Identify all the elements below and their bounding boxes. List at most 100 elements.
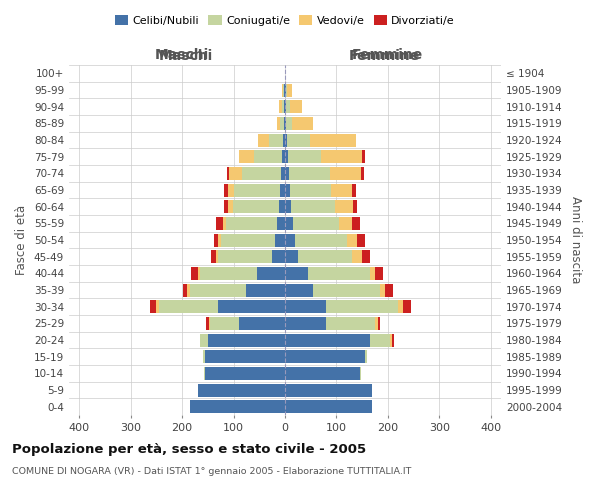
Bar — [284, 117, 285, 130]
Y-axis label: Fasce di età: Fasce di età — [16, 205, 28, 275]
Bar — [280, 117, 284, 130]
Bar — [277, 117, 280, 130]
Bar — [331, 184, 352, 196]
Bar — [285, 234, 295, 246]
Bar — [282, 84, 283, 96]
Bar — [290, 100, 302, 113]
Bar — [285, 384, 373, 396]
Bar — [385, 284, 393, 296]
Bar — [227, 167, 229, 180]
Bar — [359, 367, 361, 380]
Bar — [292, 117, 313, 130]
Bar — [285, 400, 373, 413]
Bar — [392, 334, 394, 346]
Bar — [290, 184, 331, 196]
Bar — [377, 317, 380, 330]
Bar — [190, 400, 285, 413]
Bar — [285, 117, 286, 130]
Bar — [285, 284, 313, 296]
Bar — [218, 300, 285, 313]
Bar — [191, 267, 197, 280]
Bar — [279, 200, 285, 213]
Bar — [352, 217, 359, 230]
Bar — [285, 350, 365, 363]
Bar — [226, 217, 277, 230]
Bar — [286, 117, 292, 130]
Bar — [277, 217, 285, 230]
Bar — [221, 234, 275, 246]
Bar — [205, 367, 285, 380]
Bar — [187, 284, 190, 296]
Bar — [254, 150, 283, 163]
Bar — [209, 317, 211, 330]
Bar — [282, 100, 284, 113]
Bar — [287, 84, 292, 96]
Bar — [310, 134, 356, 146]
Text: COMUNE DI NOGARA (VR) - Dati ISTAT 1° gennaio 2005 - Elaborazione TUTTITALIA.IT: COMUNE DI NOGARA (VR) - Dati ISTAT 1° ge… — [12, 468, 412, 476]
Bar — [183, 284, 187, 296]
Bar — [285, 217, 293, 230]
Bar — [398, 300, 403, 313]
Bar — [211, 317, 239, 330]
Bar — [197, 384, 285, 396]
Bar — [205, 350, 285, 363]
Bar — [391, 334, 392, 346]
Bar — [339, 217, 352, 230]
Bar — [326, 300, 398, 313]
Bar — [197, 267, 200, 280]
Bar — [370, 334, 391, 346]
Bar — [298, 250, 352, 263]
Bar — [287, 150, 321, 163]
Bar — [223, 217, 226, 230]
Bar — [281, 167, 285, 180]
Bar — [190, 284, 247, 296]
Bar — [203, 350, 205, 363]
Bar — [335, 200, 353, 213]
Bar — [229, 167, 242, 180]
Bar — [286, 84, 287, 96]
Bar — [365, 350, 367, 363]
Bar — [285, 334, 370, 346]
Bar — [233, 200, 279, 213]
Bar — [293, 217, 339, 230]
Bar — [200, 334, 208, 346]
Bar — [289, 167, 330, 180]
Bar — [218, 234, 221, 246]
Bar — [239, 317, 285, 330]
Bar — [330, 167, 361, 180]
Bar — [286, 100, 290, 113]
Bar — [370, 267, 375, 280]
Bar — [233, 184, 280, 196]
Legend: Celibi/Nubili, Coniugati/e, Vedovi/e, Divorziati/e: Celibi/Nubili, Coniugati/e, Vedovi/e, Di… — [110, 10, 460, 30]
Bar — [272, 250, 285, 263]
Bar — [200, 267, 257, 280]
Bar — [208, 334, 285, 346]
Bar — [206, 317, 209, 330]
Bar — [258, 134, 269, 146]
Bar — [229, 184, 233, 196]
Bar — [361, 167, 364, 180]
Bar — [285, 317, 326, 330]
Bar — [313, 284, 380, 296]
Bar — [269, 134, 283, 146]
Bar — [247, 284, 285, 296]
Text: Maschi: Maschi — [158, 48, 213, 62]
Bar — [257, 267, 285, 280]
Bar — [352, 184, 356, 196]
Bar — [242, 167, 281, 180]
Bar — [280, 184, 285, 196]
Bar — [321, 150, 362, 163]
Bar — [353, 200, 357, 213]
Bar — [287, 134, 310, 146]
Bar — [229, 200, 233, 213]
Text: Femmine: Femmine — [352, 48, 424, 62]
Bar — [308, 267, 370, 280]
Y-axis label: Anni di nascita: Anni di nascita — [569, 196, 582, 284]
Text: Popolazione per età, sesso e stato civile - 2005: Popolazione per età, sesso e stato civil… — [12, 442, 366, 456]
Bar — [150, 300, 157, 313]
Bar — [291, 200, 335, 213]
Bar — [285, 150, 287, 163]
Bar — [224, 184, 229, 196]
Bar — [285, 167, 289, 180]
Bar — [362, 150, 365, 163]
